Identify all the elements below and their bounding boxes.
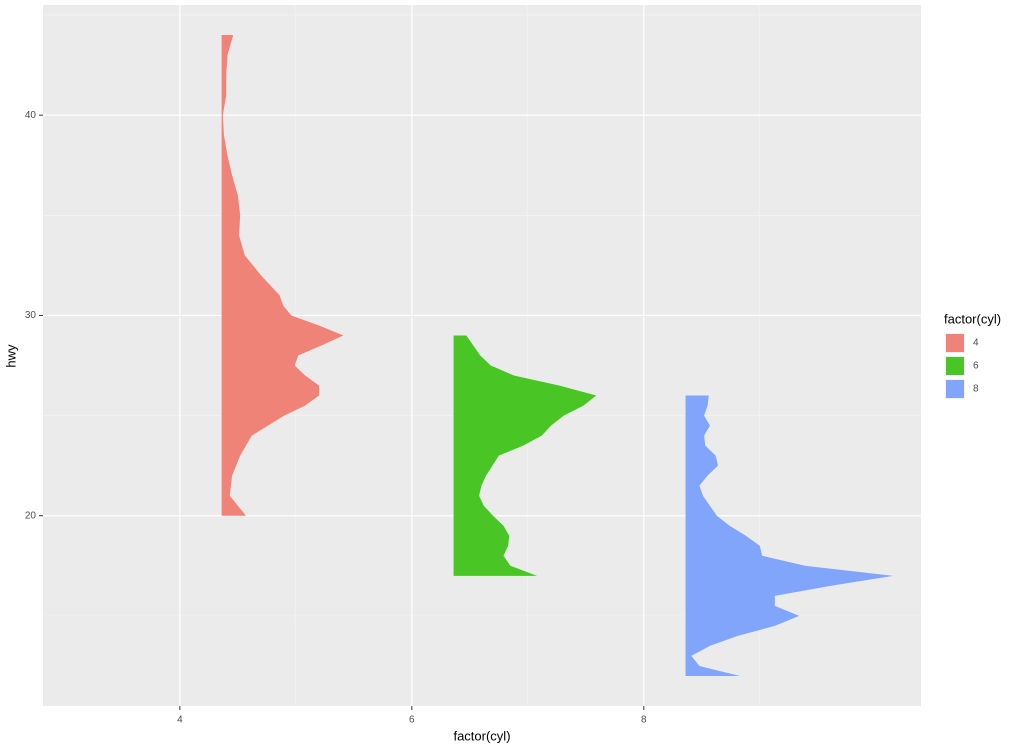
legend-swatch (946, 380, 964, 398)
x-tick-label: 4 (177, 715, 183, 726)
legend-label: 4 (973, 338, 979, 349)
violin (453, 335, 597, 576)
x-axis-title: factor(cyl) (453, 728, 510, 743)
y-axis-title: hwy (3, 344, 18, 368)
legend: factor(cyl) 4 6 8 (944, 311, 1001, 399)
x-tick-label: 8 (641, 715, 647, 726)
violin (685, 395, 894, 676)
legend-title: factor(cyl) (944, 311, 1001, 326)
violins (221, 35, 894, 676)
legend-label: 8 (973, 384, 979, 395)
axes: 4 6 8 20 30 40 (25, 110, 647, 726)
violin (221, 35, 344, 516)
panel-background (43, 5, 921, 706)
legend-swatch (946, 357, 964, 375)
x-tick-label: 6 (409, 715, 415, 726)
y-tick-label: 20 (25, 510, 37, 521)
legend-label: 6 (973, 361, 979, 372)
y-tick-label: 30 (25, 310, 37, 321)
y-tick-label: 40 (25, 110, 37, 121)
legend-swatch (946, 334, 964, 352)
